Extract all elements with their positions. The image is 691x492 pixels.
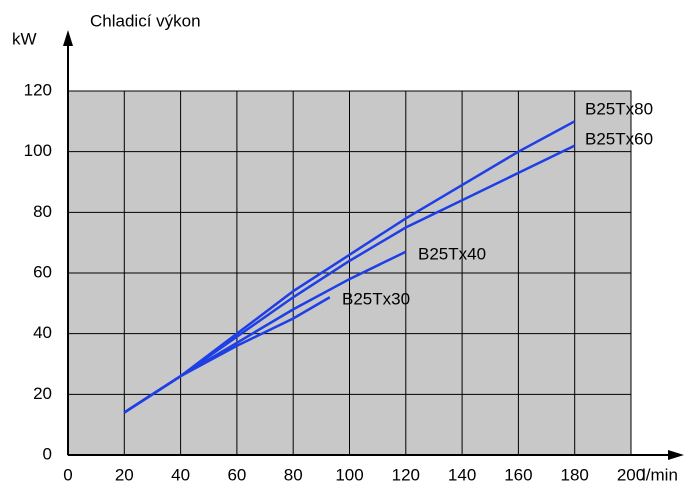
x-tick-label: 40: [171, 465, 190, 484]
x-axis-arrow: [668, 450, 684, 460]
x-tick-label: 80: [284, 465, 303, 484]
series-line: [123, 296, 331, 414]
x-tick-label: 160: [504, 465, 532, 484]
series-label: B25Tx60: [585, 129, 653, 148]
series-label: B25Tx30: [342, 289, 410, 308]
series-line: [123, 144, 576, 414]
x-tick-label: 20: [115, 465, 134, 484]
y-tick-label: 100: [24, 141, 52, 160]
y-axis-label: kW: [12, 29, 37, 48]
y-tick-label: 40: [33, 323, 52, 342]
series-label: B25Tx80: [585, 99, 653, 118]
y-tick-label: 60: [33, 262, 52, 281]
x-axis-label: l/min: [642, 465, 678, 484]
x-tick-label: 140: [448, 465, 476, 484]
series-label: B25Tx40: [418, 244, 486, 263]
x-tick-label: 120: [392, 465, 420, 484]
y-tick-label: 0: [43, 444, 52, 463]
x-tick-label: 0: [63, 465, 72, 484]
chart-title: Chladicí výkon: [90, 11, 201, 30]
y-tick-label: 80: [33, 202, 52, 221]
x-tick-label: 100: [335, 465, 363, 484]
x-tick-label: 60: [227, 465, 246, 484]
x-tick-label: 200: [617, 465, 645, 484]
x-tick-label: 180: [561, 465, 589, 484]
y-tick-label: 20: [33, 384, 52, 403]
y-axis-arrow: [63, 30, 73, 46]
y-tick-label: 120: [24, 80, 52, 99]
